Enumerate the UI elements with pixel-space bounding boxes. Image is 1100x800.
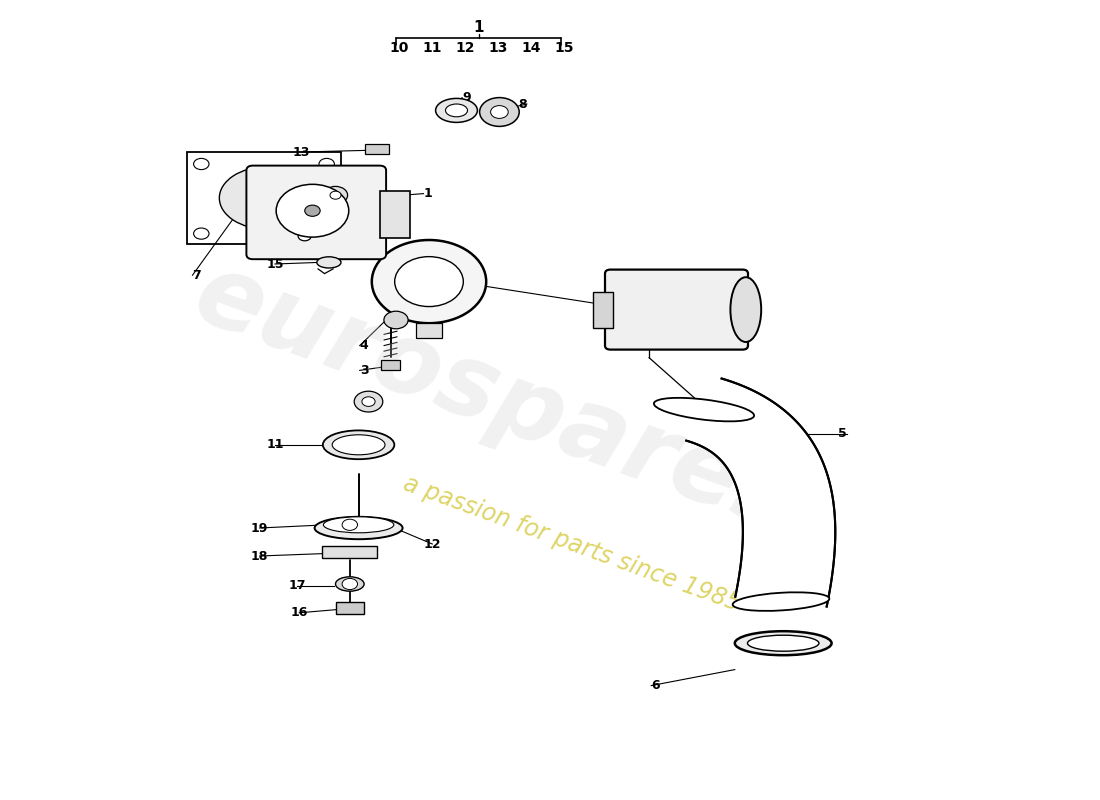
FancyBboxPatch shape — [365, 144, 389, 154]
Text: 11: 11 — [266, 438, 284, 451]
FancyBboxPatch shape — [322, 546, 377, 558]
Text: eurospares: eurospares — [182, 246, 808, 554]
Ellipse shape — [323, 430, 395, 459]
Circle shape — [362, 397, 375, 406]
Text: 14: 14 — [246, 235, 264, 248]
Text: 16: 16 — [290, 606, 308, 619]
FancyBboxPatch shape — [379, 191, 410, 238]
Circle shape — [319, 158, 334, 170]
Text: a passion for parts since 1985: a passion for parts since 1985 — [400, 472, 744, 616]
Text: 17: 17 — [288, 579, 306, 592]
FancyBboxPatch shape — [187, 152, 341, 244]
Circle shape — [319, 228, 334, 239]
Text: 13: 13 — [488, 41, 508, 55]
Text: 15: 15 — [554, 41, 574, 55]
Circle shape — [194, 228, 209, 239]
Circle shape — [323, 186, 348, 204]
Text: 9: 9 — [462, 91, 471, 104]
Text: 3: 3 — [360, 364, 368, 377]
Circle shape — [480, 98, 519, 126]
Text: 5: 5 — [838, 427, 847, 440]
Ellipse shape — [336, 577, 364, 591]
Ellipse shape — [436, 98, 477, 122]
Circle shape — [372, 240, 486, 323]
FancyBboxPatch shape — [246, 166, 386, 259]
Circle shape — [342, 578, 358, 590]
Ellipse shape — [735, 631, 832, 655]
FancyBboxPatch shape — [605, 270, 748, 350]
Text: 13: 13 — [293, 146, 310, 158]
Circle shape — [298, 231, 311, 241]
FancyBboxPatch shape — [593, 292, 613, 328]
Circle shape — [194, 158, 209, 170]
Text: 19: 19 — [251, 522, 268, 534]
Circle shape — [384, 311, 408, 329]
Text: 15: 15 — [266, 258, 284, 270]
Text: 2: 2 — [600, 298, 608, 310]
Text: 10: 10 — [275, 189, 293, 202]
Text: 8: 8 — [518, 98, 527, 110]
Circle shape — [395, 257, 463, 306]
Text: 4: 4 — [360, 339, 368, 352]
Ellipse shape — [338, 518, 362, 531]
Text: 11: 11 — [422, 41, 442, 55]
Ellipse shape — [653, 398, 755, 422]
Ellipse shape — [446, 104, 468, 117]
Text: 7: 7 — [192, 269, 201, 282]
Ellipse shape — [332, 435, 385, 454]
Ellipse shape — [317, 257, 341, 268]
FancyBboxPatch shape — [381, 360, 400, 370]
Polygon shape — [686, 378, 835, 606]
Text: 20: 20 — [648, 291, 666, 304]
FancyBboxPatch shape — [336, 602, 364, 614]
FancyBboxPatch shape — [416, 323, 442, 338]
Ellipse shape — [748, 635, 818, 651]
Text: 12: 12 — [424, 538, 441, 550]
Circle shape — [354, 391, 383, 412]
Text: 10: 10 — [389, 41, 409, 55]
Text: 6: 6 — [651, 679, 660, 692]
Text: 18: 18 — [251, 550, 268, 562]
Ellipse shape — [315, 517, 403, 539]
Ellipse shape — [733, 592, 829, 611]
Text: 14: 14 — [521, 41, 541, 55]
Text: 12: 12 — [455, 41, 475, 55]
Ellipse shape — [219, 166, 315, 230]
Circle shape — [276, 184, 349, 237]
Circle shape — [342, 519, 358, 530]
Ellipse shape — [730, 278, 761, 342]
Circle shape — [491, 106, 508, 118]
Circle shape — [305, 205, 320, 216]
Circle shape — [330, 191, 341, 199]
Ellipse shape — [323, 517, 394, 533]
Text: 1: 1 — [424, 187, 432, 200]
Text: 1: 1 — [473, 21, 484, 35]
